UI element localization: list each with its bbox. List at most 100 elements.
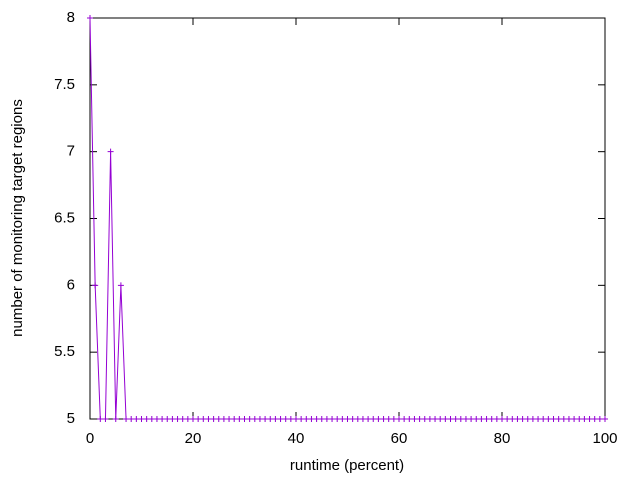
data-point bbox=[262, 416, 269, 422]
data-point bbox=[112, 416, 119, 422]
data-point bbox=[205, 416, 212, 422]
data-point bbox=[195, 416, 202, 422]
data-point bbox=[226, 416, 233, 422]
x-tick-label: 0 bbox=[86, 430, 94, 447]
data-point bbox=[107, 148, 114, 155]
data-point bbox=[308, 416, 315, 422]
data-point bbox=[514, 416, 521, 422]
data-point bbox=[318, 416, 325, 422]
data-point bbox=[334, 416, 341, 422]
x-tick-label: 20 bbox=[185, 430, 202, 447]
data-point bbox=[555, 416, 562, 422]
data-point bbox=[298, 416, 305, 422]
data-point bbox=[138, 416, 145, 422]
data-point bbox=[442, 416, 449, 422]
x-tick-label: 60 bbox=[391, 430, 408, 447]
data-point bbox=[421, 416, 428, 422]
data-point bbox=[97, 416, 104, 422]
data-point bbox=[457, 416, 464, 422]
data-point bbox=[591, 416, 598, 422]
data-point bbox=[401, 416, 408, 422]
data-point bbox=[499, 416, 505, 422]
data-point bbox=[272, 416, 279, 422]
data-point bbox=[236, 416, 243, 422]
data-point bbox=[174, 416, 181, 422]
data-point bbox=[349, 416, 356, 422]
data-point bbox=[143, 416, 150, 422]
data-point bbox=[406, 416, 413, 422]
data-point bbox=[220, 416, 227, 422]
data-point bbox=[117, 282, 124, 289]
x-axis-label: runtime (percent) bbox=[290, 457, 404, 474]
data-point bbox=[344, 416, 351, 422]
data-line bbox=[89, 17, 605, 420]
data-point bbox=[478, 416, 485, 422]
data-point bbox=[432, 416, 439, 422]
y-tick-label: 8 bbox=[67, 9, 75, 26]
data-point bbox=[411, 416, 418, 422]
data-point bbox=[468, 416, 475, 422]
data-point bbox=[545, 416, 552, 422]
x-tick-label: 100 bbox=[592, 430, 617, 447]
data-point bbox=[169, 416, 176, 422]
data-point bbox=[210, 416, 217, 422]
data-point bbox=[133, 416, 140, 422]
plot-frame bbox=[89, 17, 606, 420]
data-point bbox=[447, 416, 454, 422]
y-axis-label: number of monitoring target regions bbox=[9, 99, 26, 337]
data-point bbox=[473, 416, 480, 422]
data-point bbox=[123, 416, 130, 422]
y-tick-label: 7 bbox=[67, 143, 75, 160]
data-point bbox=[184, 416, 191, 422]
data-point bbox=[251, 416, 258, 422]
data-point bbox=[483, 416, 490, 422]
data-point bbox=[452, 416, 459, 422]
data-point bbox=[256, 416, 263, 422]
data-point bbox=[380, 416, 387, 422]
data-point bbox=[535, 416, 542, 422]
data-point bbox=[550, 416, 557, 422]
data-point bbox=[215, 416, 222, 422]
data-point bbox=[339, 416, 346, 422]
data-point bbox=[87, 15, 93, 21]
data-point bbox=[354, 416, 361, 422]
data-point bbox=[571, 416, 578, 422]
y-tick-label: 6 bbox=[67, 276, 75, 293]
data-point bbox=[416, 416, 423, 422]
data-point bbox=[504, 416, 511, 422]
data-point bbox=[159, 416, 166, 422]
data-point bbox=[529, 416, 536, 422]
data-point bbox=[190, 416, 196, 422]
data-point bbox=[493, 416, 500, 422]
data-point bbox=[282, 416, 289, 422]
data-point bbox=[287, 416, 294, 422]
data-point bbox=[148, 416, 155, 422]
data-point bbox=[200, 416, 207, 422]
data-point bbox=[370, 416, 377, 422]
data-point bbox=[303, 416, 310, 422]
data-point bbox=[390, 416, 397, 422]
data-point bbox=[293, 416, 299, 422]
data-point bbox=[92, 282, 99, 289]
x-tick-label: 40 bbox=[288, 430, 305, 447]
data-point bbox=[565, 416, 572, 422]
data-point bbox=[231, 416, 238, 422]
data-point bbox=[524, 416, 531, 422]
data-point bbox=[488, 416, 495, 422]
data-point bbox=[560, 416, 567, 422]
y-tick-label: 7.5 bbox=[54, 76, 75, 93]
data-point bbox=[509, 416, 516, 422]
data-point bbox=[153, 416, 160, 422]
data-point bbox=[359, 416, 366, 422]
data-point bbox=[313, 416, 320, 422]
data-point bbox=[581, 416, 588, 422]
data-point bbox=[586, 416, 593, 422]
data-point bbox=[246, 416, 253, 422]
y-tick-label: 6.5 bbox=[54, 209, 75, 226]
data-point bbox=[385, 416, 392, 422]
data-point bbox=[179, 416, 186, 422]
data-point bbox=[519, 416, 526, 422]
data-point bbox=[164, 416, 171, 422]
data-point bbox=[576, 416, 583, 422]
